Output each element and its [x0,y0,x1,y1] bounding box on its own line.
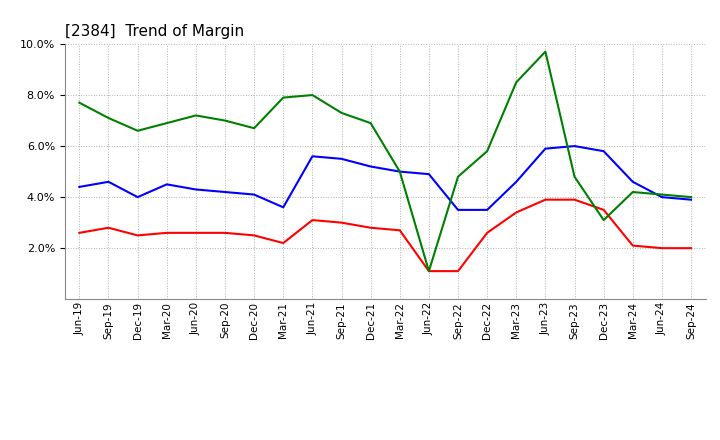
Operating Cashflow [599,217,608,223]
Operating Cashflow [75,100,84,105]
Ordinary Income [163,182,171,187]
Operating Cashflow [570,174,579,180]
Operating Cashflow [133,128,142,133]
Operating Cashflow [163,121,171,126]
Net Income [75,230,84,235]
Ordinary Income [629,179,637,184]
Line: Ordinary Income: Ordinary Income [79,146,691,210]
Legend: Ordinary Income, Net Income, Operating Cashflow: Ordinary Income, Net Income, Operating C… [143,438,628,440]
Operating Cashflow [395,169,404,174]
Net Income [657,246,666,251]
Operating Cashflow [454,174,462,180]
Ordinary Income [75,184,84,190]
Operating Cashflow [425,268,433,274]
Net Income [483,230,492,235]
Operating Cashflow [192,113,200,118]
Operating Cashflow [483,149,492,154]
Net Income [599,207,608,213]
Operating Cashflow [220,118,229,123]
Net Income [220,230,229,235]
Ordinary Income [279,205,287,210]
Ordinary Income [454,207,462,213]
Net Income [250,233,258,238]
Net Income [163,230,171,235]
Ordinary Income [425,172,433,177]
Net Income [541,197,550,202]
Net Income [454,268,462,274]
Line: Operating Cashflow: Operating Cashflow [79,51,691,271]
Operating Cashflow [337,110,346,116]
Operating Cashflow [687,194,696,200]
Ordinary Income [308,154,317,159]
Ordinary Income [395,169,404,174]
Line: Net Income: Net Income [79,200,691,271]
Operating Cashflow [512,80,521,85]
Net Income [192,230,200,235]
Ordinary Income [250,192,258,197]
Ordinary Income [133,194,142,200]
Ordinary Income [512,179,521,184]
Ordinary Income [192,187,200,192]
Ordinary Income [599,149,608,154]
Ordinary Income [483,207,492,213]
Operating Cashflow [657,192,666,197]
Net Income [395,227,404,233]
Net Income [308,217,317,223]
Net Income [337,220,346,225]
Ordinary Income [104,179,113,184]
Text: [2384]  Trend of Margin: [2384] Trend of Margin [65,24,244,39]
Net Income [629,243,637,248]
Ordinary Income [337,156,346,161]
Ordinary Income [220,189,229,194]
Net Income [279,240,287,246]
Ordinary Income [657,194,666,200]
Operating Cashflow [250,125,258,131]
Net Income [104,225,113,231]
Operating Cashflow [308,92,317,98]
Operating Cashflow [104,115,113,121]
Net Income [512,210,521,215]
Net Income [687,246,696,251]
Operating Cashflow [541,49,550,54]
Net Income [425,268,433,274]
Net Income [133,233,142,238]
Ordinary Income [687,197,696,202]
Ordinary Income [366,164,375,169]
Ordinary Income [570,143,579,149]
Net Income [366,225,375,231]
Operating Cashflow [366,121,375,126]
Net Income [570,197,579,202]
Operating Cashflow [629,189,637,194]
Operating Cashflow [279,95,287,100]
Ordinary Income [541,146,550,151]
